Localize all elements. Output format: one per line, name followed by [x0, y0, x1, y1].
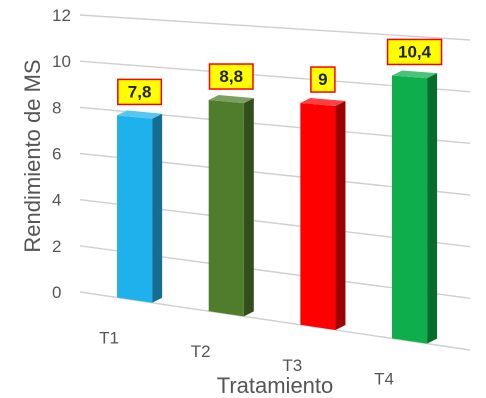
bar-top: [208, 95, 254, 104]
bar-top: [117, 110, 163, 119]
bar-top: [300, 98, 346, 107]
x-tick-label: T1: [99, 329, 119, 348]
bar-front: [300, 103, 336, 330]
bar-side: [335, 101, 346, 330]
bar-side: [243, 98, 254, 317]
y-axis-ticks: 0 2 4 6 8 10 12: [52, 6, 71, 302]
bar-front: [117, 115, 153, 303]
bar-top: [392, 70, 438, 79]
y-tick-label: 12: [52, 6, 71, 25]
bar-t4: [392, 70, 438, 344]
y-tick-label: 8: [52, 98, 61, 117]
y-tick-label: 10: [52, 52, 71, 71]
y-tick-label: 4: [52, 191, 61, 210]
x-axis-ticks: T1 T2 T3 T4: [99, 329, 394, 389]
x-tick-label: T4: [374, 369, 394, 388]
gridline: [79, 14, 471, 41]
data-label-box: [386, 38, 443, 66]
data-label-text: 9: [318, 70, 327, 89]
data-label-box: [117, 78, 163, 106]
data-label-text: 10,4: [398, 42, 432, 61]
bar-t2: [208, 95, 254, 317]
bar-t3: [300, 98, 346, 330]
bars: [117, 70, 438, 344]
y-tick-label: 2: [52, 237, 61, 256]
bar-front: [208, 100, 244, 317]
data-label-t2: 8,8: [208, 63, 254, 90]
bar-side: [152, 113, 163, 303]
data-label-text: 8,8: [219, 67, 243, 86]
x-tick-label: T3: [282, 356, 302, 375]
y-axis-label: Rendimiento de MS: [20, 59, 45, 252]
data-label-t4: 10,4: [386, 38, 443, 66]
bar-t1: [117, 110, 163, 303]
x-tick-label: T2: [191, 342, 211, 361]
data-label-t1: 7,8: [117, 78, 163, 106]
y-tick-label: 6: [52, 145, 61, 164]
data-label-t3: 9: [310, 66, 336, 93]
x-axis-label: Tratamiento: [217, 373, 334, 398]
data-labels: 7,8 8,8 9 10,4: [117, 38, 443, 106]
data-label-box: [208, 63, 254, 90]
bar-front: [392, 75, 428, 344]
y-tick-label: 0: [52, 283, 61, 302]
bar-side: [427, 73, 438, 344]
data-label-text: 7,8: [128, 82, 152, 101]
data-label-box: [310, 66, 336, 93]
